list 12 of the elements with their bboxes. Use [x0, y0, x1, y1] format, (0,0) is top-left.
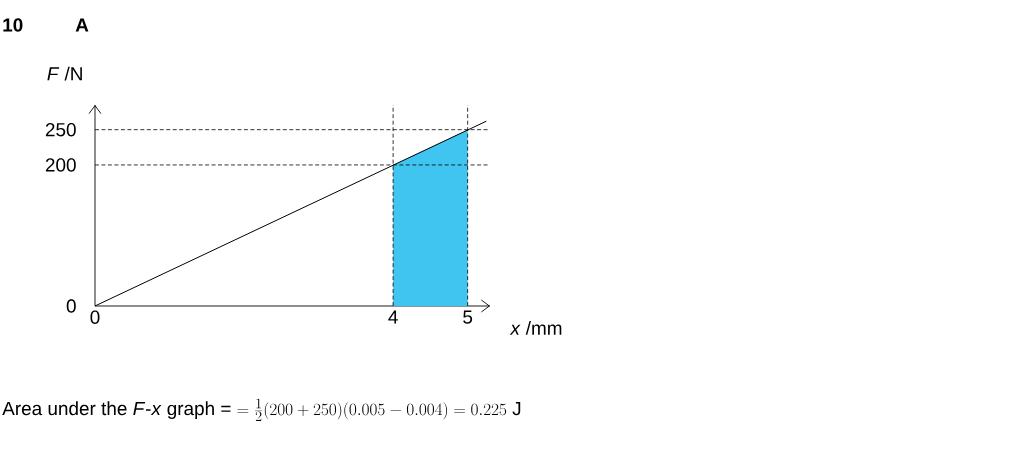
y-tick-label: 250 — [45, 122, 76, 137]
text: 10 — [3, 18, 23, 32]
y-tick-label: 200 — [45, 158, 76, 172]
x-tick-label: 0 — [90, 310, 100, 324]
y-tick-label: 0 — [66, 299, 76, 313]
text: Area under the F-x graph = — [2, 401, 231, 419]
text: A — [75, 18, 89, 32]
y-axis-title: F /N — [47, 66, 82, 81]
x-tick-label: 5 — [463, 310, 473, 324]
x-tick-label: 4 — [388, 310, 398, 324]
x-axis-title: x /mm — [509, 320, 562, 335]
text: $=\frac{1}{2}(200+250)(0.005-0.004)=0.225\ \mathrm{J}$ — [237, 398, 521, 421]
